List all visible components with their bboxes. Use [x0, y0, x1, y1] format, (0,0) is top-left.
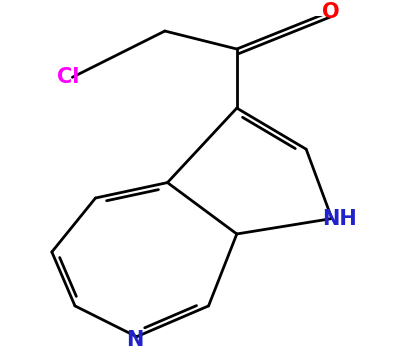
Text: NH: NH: [322, 209, 357, 228]
Text: Cl: Cl: [56, 67, 79, 87]
Text: N: N: [126, 330, 144, 350]
Text: O: O: [322, 2, 340, 22]
